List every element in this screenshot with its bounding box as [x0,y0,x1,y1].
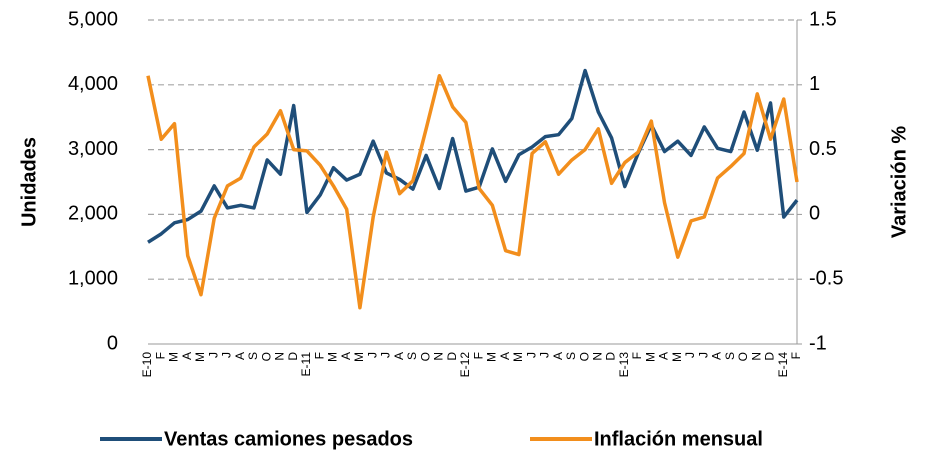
x-tick-label: S [723,352,737,360]
x-tick-label: F [789,352,803,359]
y2-tick-label: -1 [809,332,827,354]
x-tick-label: E-11 [299,352,313,377]
x-tick-label: M [326,352,340,362]
y2-tick-label: -0.5 [809,267,843,289]
x-tick-label: E-14 [776,352,790,378]
x-tick-label: O [259,352,273,361]
x-tick-label: S [246,352,260,360]
x-tick-label: A [710,352,724,360]
x-tick-label: A [498,352,512,360]
x-tick-label: S [405,352,419,360]
y-tick-label: 4,000 [68,73,118,95]
y2-axis-title: Variación % [888,126,910,238]
x-tick-label: N [432,352,446,361]
y-tick-label: 5,000 [68,8,118,30]
x-tick-label: O [577,352,591,361]
x-tick-label: M [167,352,181,362]
x-tick-label: E-12 [458,352,472,378]
x-tick-label: J [538,352,552,358]
series-line [147,68,799,244]
x-tick-label: N [590,352,604,361]
x-tick-label: M [193,352,207,362]
x-tick-label: A [233,352,247,360]
y-axis-title: Unidades [18,137,40,227]
series-line [146,73,799,310]
x-tick-label: O [736,352,750,361]
legend-label: Inflación mensual [594,428,763,450]
y-tick-label: 3,000 [68,138,118,160]
legend-label: Ventas camiones pesados [164,428,413,450]
x-tick-label: M [352,352,366,362]
x-tick-label: N [273,352,287,361]
x-tick-label: M [485,352,499,362]
x-tick-label: J [683,352,697,358]
x-tick-label: J [206,352,220,358]
x-tick-label: D [604,352,618,361]
y2-tick-label: 1.5 [809,8,837,30]
y-tick-label: 0 [107,332,118,354]
x-tick-label: E-13 [617,352,631,378]
x-tick-label: O [418,352,432,361]
x-tick-label: D [286,352,300,361]
x-tick-label: D [445,352,459,361]
y2-tick-label: 0 [809,203,820,225]
x-tick-label: M [670,352,684,362]
x-tick-label: M [511,352,525,362]
x-tick-label: A [392,352,406,360]
x-tick-label: A [551,352,565,360]
x-tick-label: A [180,352,194,360]
x-tick-label: J [379,352,393,358]
x-tick-label: F [312,352,326,359]
x-tick-label: A [657,352,671,360]
x-tick-label: J [696,352,710,358]
x-tick-label: F [153,352,167,359]
x-tick-label: F [630,352,644,359]
x-tick-label: S [564,352,578,360]
y2-tick-label: 1 [809,73,820,95]
x-tick-label: J [365,352,379,358]
y-tick-label: 2,000 [68,203,118,225]
x-tick-label: F [471,352,485,359]
x-tick-label: D [763,352,777,361]
x-tick-label: J [220,352,234,358]
x-tick-label: N [749,352,763,361]
x-tick-label: M [643,352,657,362]
x-tick-label: J [524,352,538,358]
y-tick-label: 1,000 [68,267,118,289]
x-tick-label: E-10 [140,352,154,378]
y2-tick-label: 0.5 [809,138,837,160]
x-tick-label: A [339,352,353,360]
